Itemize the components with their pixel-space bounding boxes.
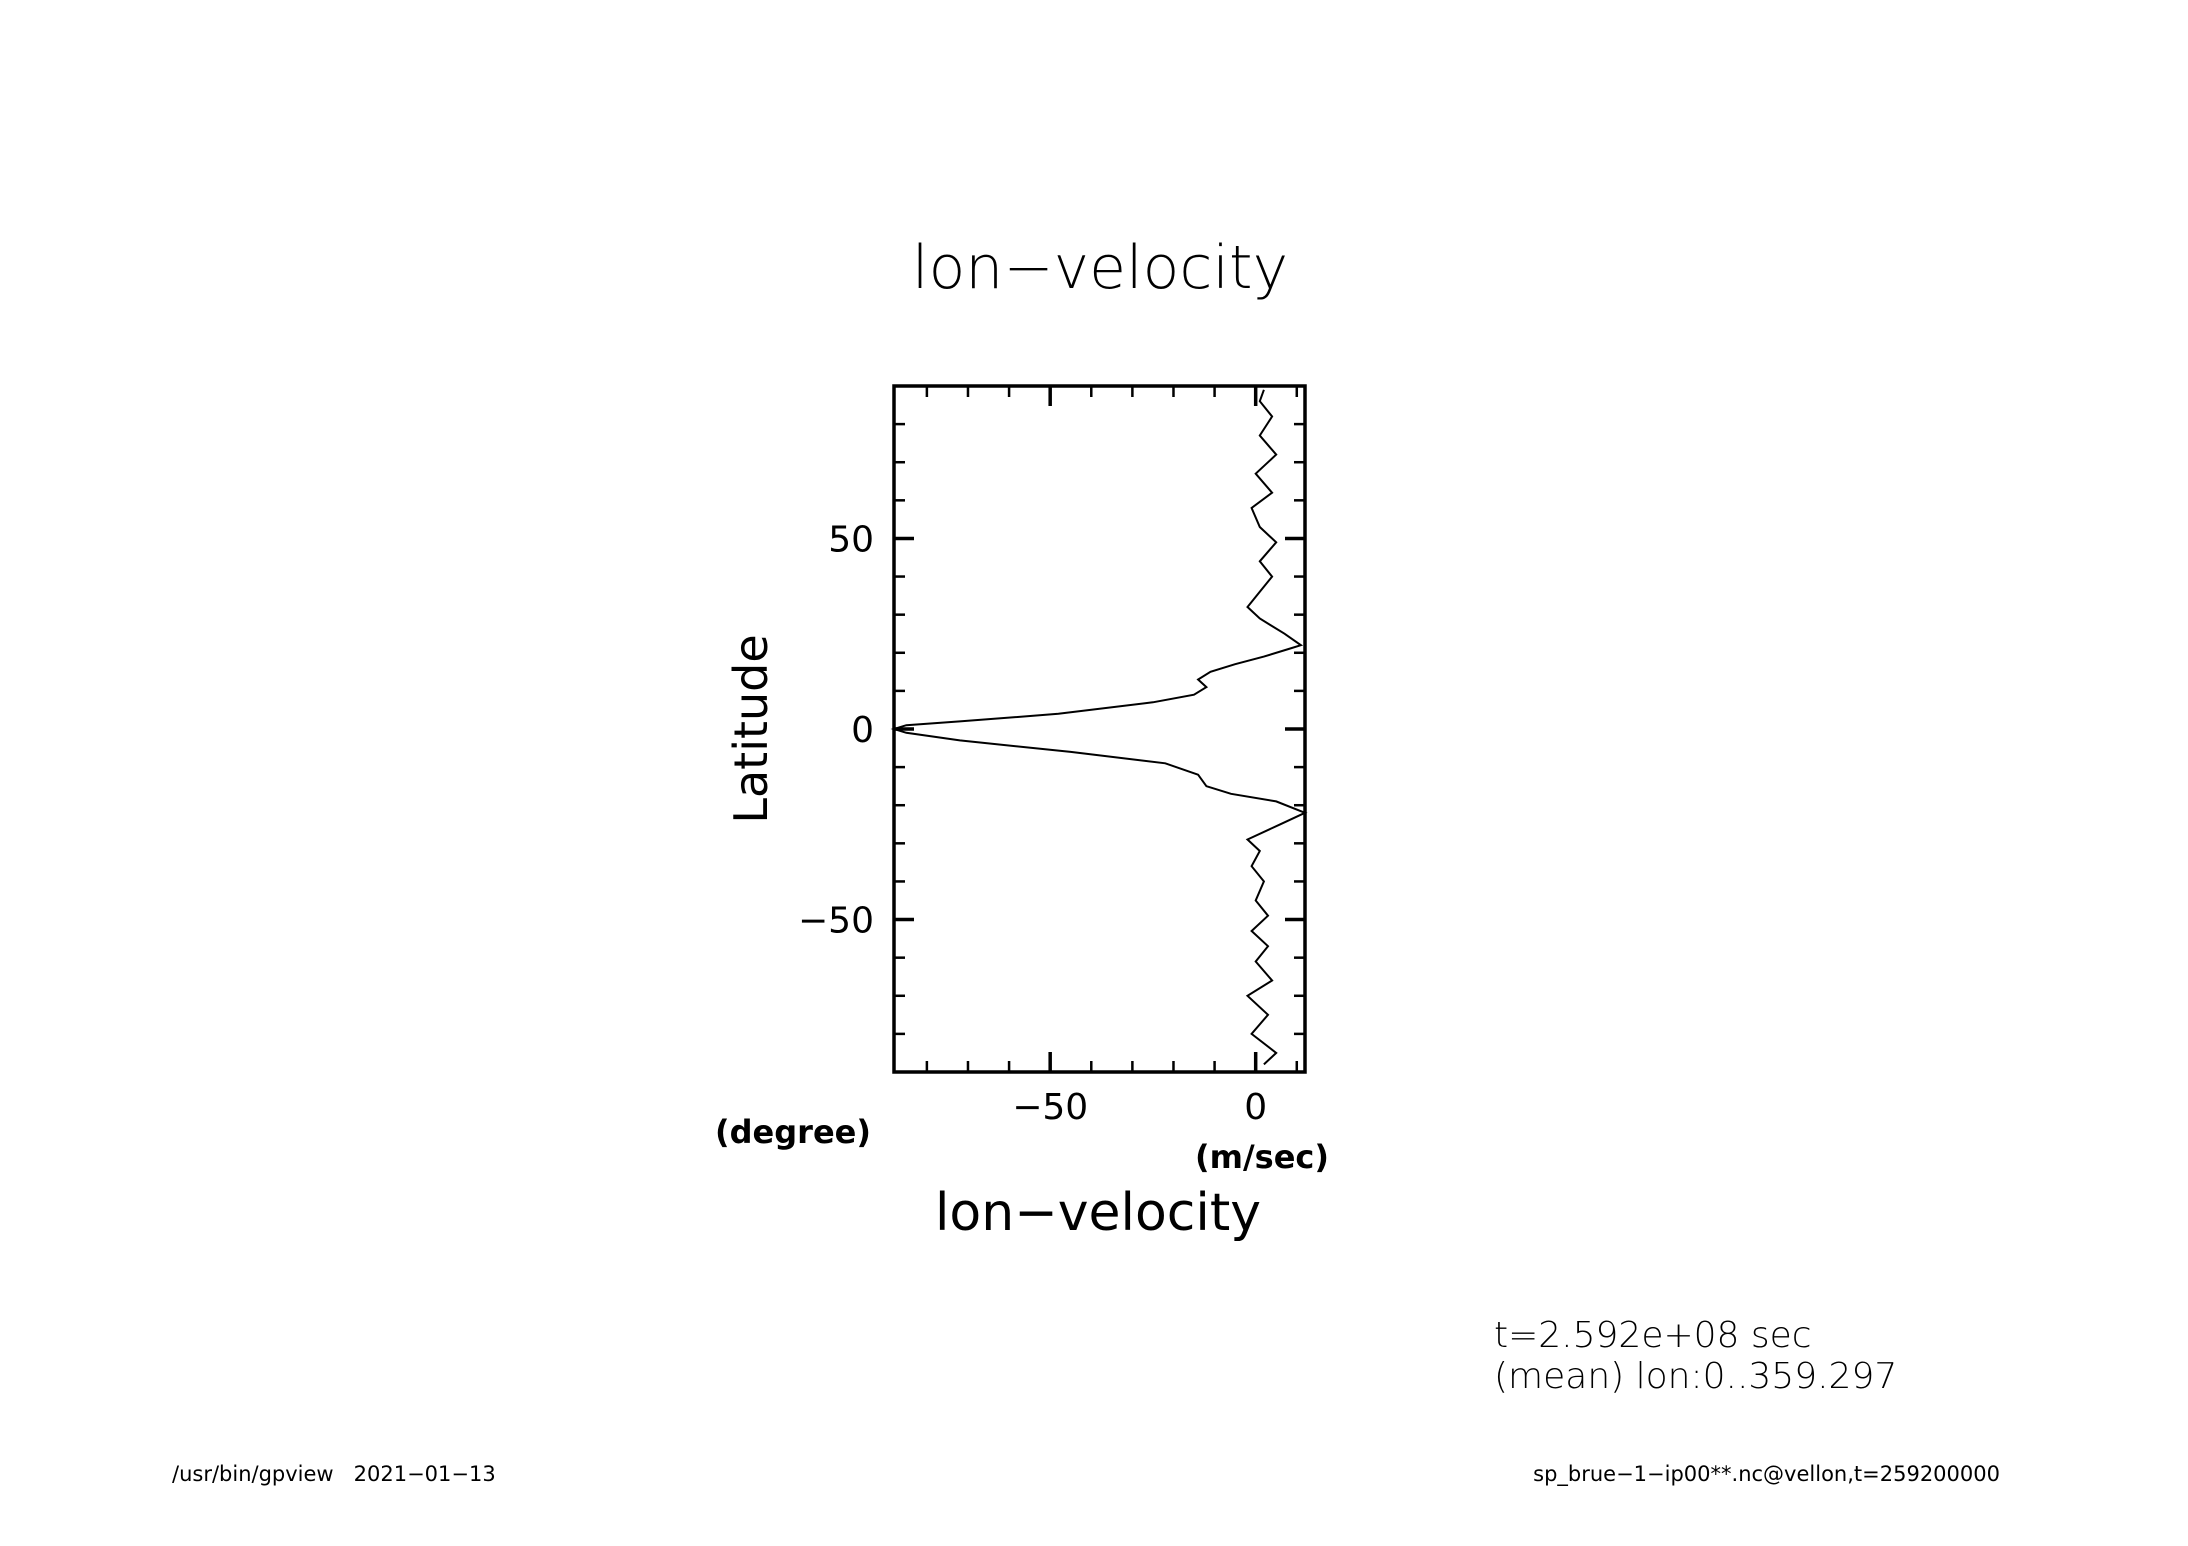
- y-tick-label: 0: [851, 710, 874, 751]
- axis-tick-labels: −50 0 50 −50 0: [798, 519, 1267, 1128]
- chart-title: lon−velocity: [912, 233, 1288, 303]
- mean-annotation: (mean) lon:0..359.297: [1494, 1356, 1897, 1397]
- axis-ticks: [894, 386, 1305, 1072]
- series-line-lon-velocity: [890, 389, 1308, 1066]
- y-axis-label: Latitude: [724, 634, 778, 823]
- y-axis-unit: (degree): [715, 1113, 871, 1151]
- x-axis-label: lon−velocity: [935, 1183, 1261, 1243]
- y-tick-label: −50: [798, 901, 874, 942]
- x-axis-unit: (m/sec): [1195, 1138, 1329, 1176]
- time-annotation: t=2.592e+08 sec: [1494, 1315, 1812, 1356]
- x-tick-label: −50: [1012, 1087, 1088, 1128]
- footer-left: /usr/bin/gpview 2021−01−13: [172, 1462, 496, 1486]
- y-tick-label: 50: [828, 519, 874, 560]
- x-tick-label: 0: [1244, 1087, 1267, 1128]
- plot-frame: [892, 384, 1307, 1074]
- footer-right: sp_brue−1−ip00**.nc@vellon,t=259200000: [1533, 1462, 2000, 1487]
